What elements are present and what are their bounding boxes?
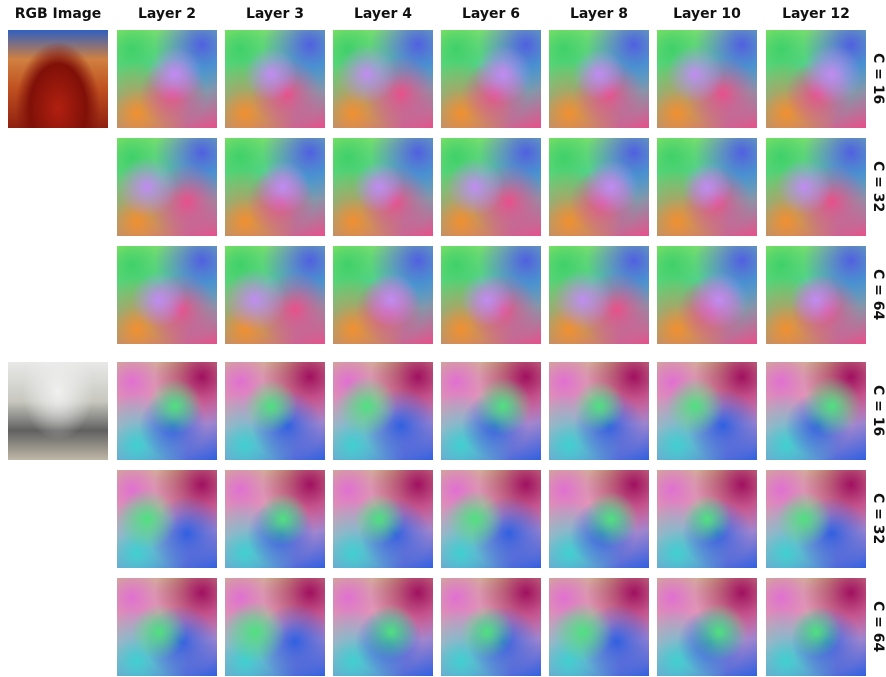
- column-header: Layer 10: [653, 6, 761, 22]
- feature-map: [549, 138, 649, 236]
- column-header: Layer 2: [113, 6, 221, 22]
- rgb-image: [8, 362, 108, 460]
- feature-map: [657, 246, 757, 344]
- feature-map: [657, 30, 757, 128]
- feature-map: [549, 362, 649, 460]
- feature-map: [333, 246, 433, 344]
- feature-map: [333, 362, 433, 460]
- feature-map: [441, 470, 541, 568]
- feature-map: [225, 30, 325, 128]
- feature-map: [117, 470, 217, 568]
- feature-map: [441, 362, 541, 460]
- feature-map: [766, 470, 866, 568]
- feature-map: [225, 470, 325, 568]
- feature-map: [657, 470, 757, 568]
- feature-map: [117, 362, 217, 460]
- feature-map: [117, 246, 217, 344]
- feature-map: [441, 578, 541, 676]
- feature-map: [766, 30, 866, 128]
- feature-map: [225, 362, 325, 460]
- feature-map: [657, 138, 757, 236]
- feature-map: [333, 138, 433, 236]
- feature-map: [225, 138, 325, 236]
- column-header: Layer 6: [437, 6, 545, 22]
- feature-map: [549, 470, 649, 568]
- feature-map: [333, 578, 433, 676]
- feature-map: [657, 362, 757, 460]
- feature-map: [441, 138, 541, 236]
- feature-map: [549, 246, 649, 344]
- rgb-image: [8, 30, 108, 128]
- feature-map: [117, 30, 217, 128]
- row-label: C = 32: [866, 138, 886, 236]
- row-label: C = 64: [866, 578, 886, 676]
- column-header: RGB Image: [4, 6, 112, 22]
- figure: RGB ImageLayer 2Layer 3Layer 4Layer 6Lay…: [0, 0, 886, 677]
- feature-map: [441, 246, 541, 344]
- column-header: Layer 4: [329, 6, 437, 22]
- column-header: Layer 3: [221, 6, 329, 22]
- feature-map: [225, 246, 325, 344]
- row-label: C = 32: [866, 470, 886, 568]
- feature-map: [117, 578, 217, 676]
- feature-map: [117, 138, 217, 236]
- feature-map: [766, 246, 866, 344]
- feature-map: [766, 362, 866, 460]
- row-label: C = 16: [866, 362, 886, 460]
- column-header: Layer 8: [545, 6, 653, 22]
- feature-map: [766, 138, 866, 236]
- feature-map: [333, 30, 433, 128]
- feature-map: [549, 30, 649, 128]
- column-header: Layer 12: [762, 6, 870, 22]
- feature-map: [766, 578, 866, 676]
- feature-map: [549, 578, 649, 676]
- feature-map: [333, 470, 433, 568]
- feature-map: [225, 578, 325, 676]
- row-label: C = 16: [866, 30, 886, 128]
- row-label: C = 64: [866, 246, 886, 344]
- feature-map: [657, 578, 757, 676]
- feature-map: [441, 30, 541, 128]
